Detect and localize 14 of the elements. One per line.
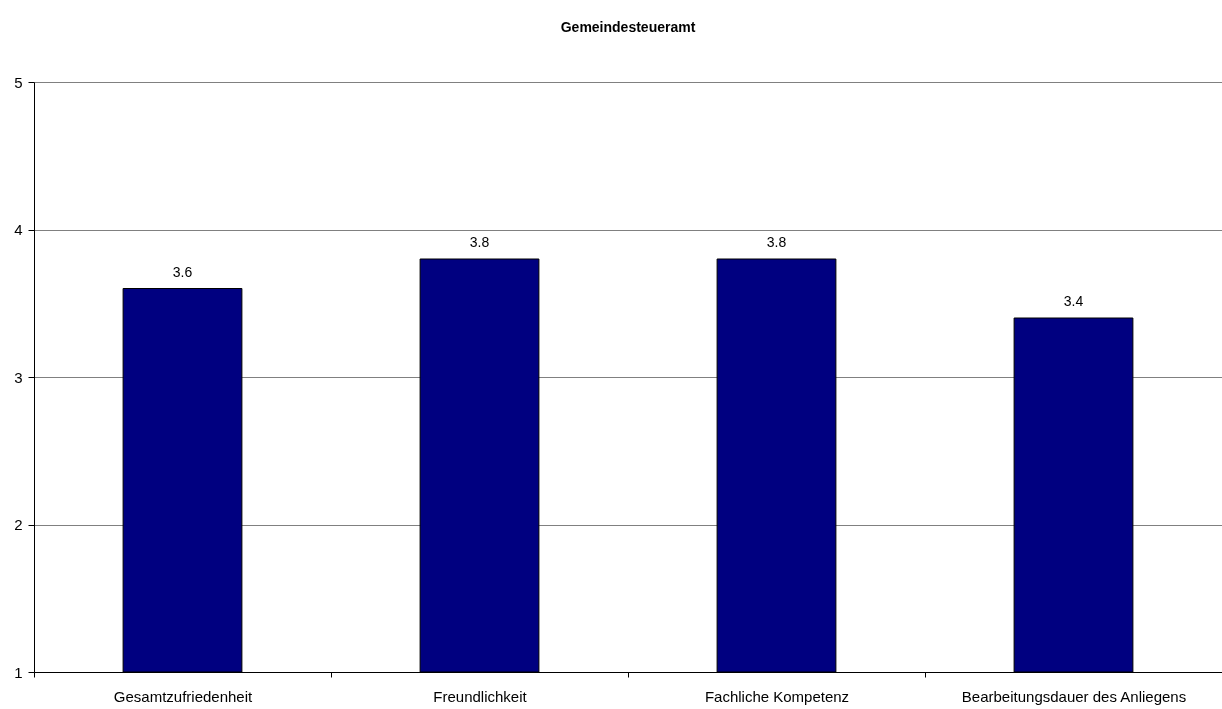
- x-tick-label: Fachliche Kompetenz: [704, 687, 850, 705]
- y-tick-label: 3: [14, 368, 23, 386]
- data-label: 3.6: [172, 263, 193, 280]
- x-tick-label: Gesamtzufriedenheit: [113, 687, 254, 705]
- y-tick-label: 5: [14, 73, 23, 91]
- data-label: 3.4: [1063, 293, 1084, 309]
- x-tick-label: Freundlichkeit: [433, 687, 528, 705]
- y-tick-label: 4: [14, 221, 23, 238]
- y-tick-label: 2: [14, 516, 23, 533]
- data-label: 3.8: [766, 234, 787, 250]
- chart-title: Gemeindesteueramt: [560, 19, 696, 35]
- data-label: 3.8: [469, 234, 490, 250]
- y-tick-label: 1: [14, 663, 23, 681]
- x-tick-label: Bearbeitungsdauer des Anliegens: [961, 687, 1187, 705]
